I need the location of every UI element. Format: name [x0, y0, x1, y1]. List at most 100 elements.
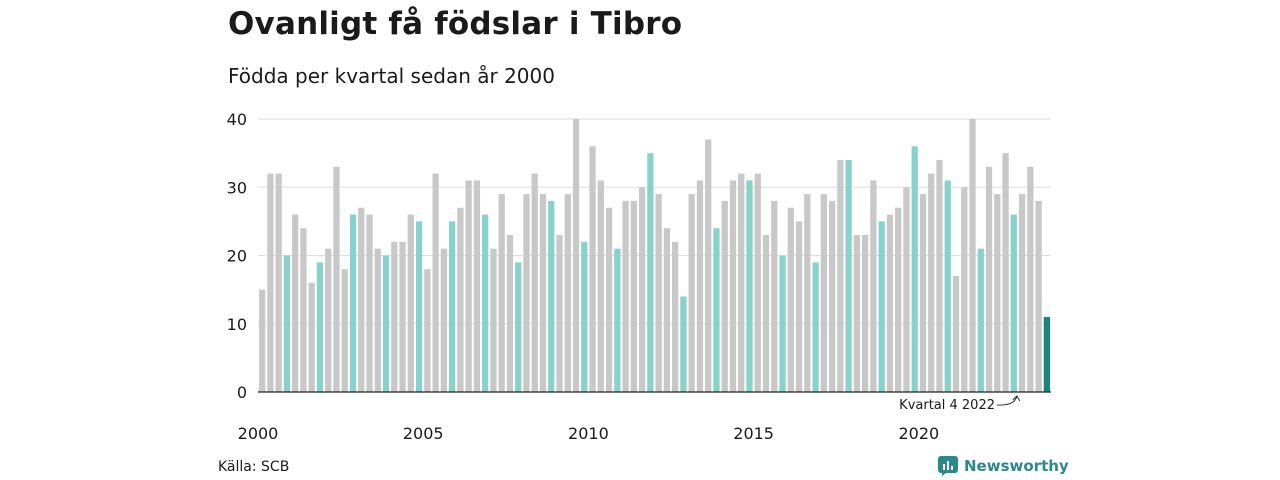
bar [713, 228, 720, 392]
bar [688, 194, 695, 392]
bar [1002, 153, 1009, 392]
annotation: Kvartal 4 2022 [899, 395, 1021, 413]
annotation-arrowhead [1012, 395, 1021, 402]
bar [944, 180, 951, 392]
bar [548, 200, 555, 392]
bar [275, 173, 282, 392]
bar [482, 214, 489, 392]
annotation-label: Kvartal 4 2022 [899, 398, 995, 413]
source-note: Källa: SCB [218, 459, 290, 475]
bar [358, 207, 365, 392]
bar [638, 187, 646, 392]
bar [349, 214, 357, 392]
bar [928, 173, 935, 392]
bar [490, 248, 497, 392]
bar [820, 194, 827, 392]
bar [919, 194, 927, 392]
bar [374, 248, 381, 392]
bar [572, 119, 580, 392]
bar [333, 166, 340, 392]
annotation-arrow [996, 395, 1018, 406]
bar [556, 235, 563, 392]
bar [886, 214, 894, 392]
x-tick-label: 2015 [733, 424, 774, 443]
bar [804, 194, 811, 392]
bar [391, 241, 398, 392]
bar [1018, 194, 1026, 392]
bar [366, 214, 373, 392]
bar [498, 194, 505, 392]
y-tick-label: 0 [237, 383, 247, 402]
bar [258, 289, 266, 392]
bar [407, 214, 414, 392]
bar [903, 187, 910, 392]
bar [853, 235, 861, 392]
x-tick-label: 2005 [403, 424, 444, 443]
bar [325, 248, 332, 392]
y-tick-label: 20 [227, 247, 247, 266]
bar [300, 228, 307, 392]
bar [952, 275, 960, 392]
bar [267, 173, 274, 392]
bar [581, 241, 588, 392]
bar [828, 200, 836, 392]
bar [729, 180, 737, 392]
bar [672, 241, 679, 392]
bar [746, 180, 753, 392]
bar [655, 194, 662, 392]
bar [895, 207, 902, 392]
x-tick-label: 2020 [898, 424, 939, 443]
bar [308, 282, 315, 392]
bar [605, 207, 613, 392]
bar [977, 248, 984, 392]
bar [622, 200, 629, 392]
bar [589, 146, 596, 392]
bar [936, 159, 943, 392]
bar [837, 159, 844, 392]
bar [399, 241, 406, 392]
gridlines [258, 118, 1051, 325]
bar [597, 180, 604, 392]
y-axis-labels: 0 10 20 30 40 [227, 110, 247, 402]
bar [539, 194, 547, 392]
chart-subtitle: Födda per kvartal sedan år 2000 [228, 64, 555, 88]
bar [523, 194, 530, 392]
bar [515, 262, 522, 392]
bar [316, 262, 324, 392]
chart-title: Ovanligt få födslar i Tibro [228, 6, 683, 42]
bar [647, 153, 654, 392]
bar [779, 255, 786, 392]
bar [1035, 200, 1042, 392]
bar [614, 248, 621, 392]
bar [994, 194, 1001, 392]
bar [754, 173, 761, 392]
bar [862, 235, 869, 392]
bar [292, 214, 299, 392]
bar [696, 180, 704, 392]
bar [424, 269, 431, 392]
x-tick-label: 2000 [238, 424, 279, 443]
bar [506, 235, 514, 392]
bar [878, 221, 885, 392]
bar [283, 255, 291, 392]
y-tick-label: 40 [227, 110, 247, 129]
bar [1010, 214, 1017, 392]
bar [531, 173, 538, 392]
x-tick-label: 2010 [568, 424, 609, 443]
y-tick-label: 30 [227, 178, 247, 197]
bar [738, 173, 745, 392]
x-axis-labels: 2000 2005 2010 2015 2020 [238, 424, 940, 443]
bar [630, 200, 637, 392]
bar [870, 180, 877, 392]
bar [812, 262, 819, 392]
bar [969, 119, 976, 392]
brand-logo[interactable]: Newsworthy [938, 456, 1069, 476]
bar [1027, 166, 1034, 392]
bar [382, 255, 390, 392]
bar [465, 180, 472, 392]
bar [961, 187, 968, 392]
bar [432, 173, 439, 392]
bar [911, 146, 918, 392]
y-tick-label: 10 [227, 315, 247, 334]
